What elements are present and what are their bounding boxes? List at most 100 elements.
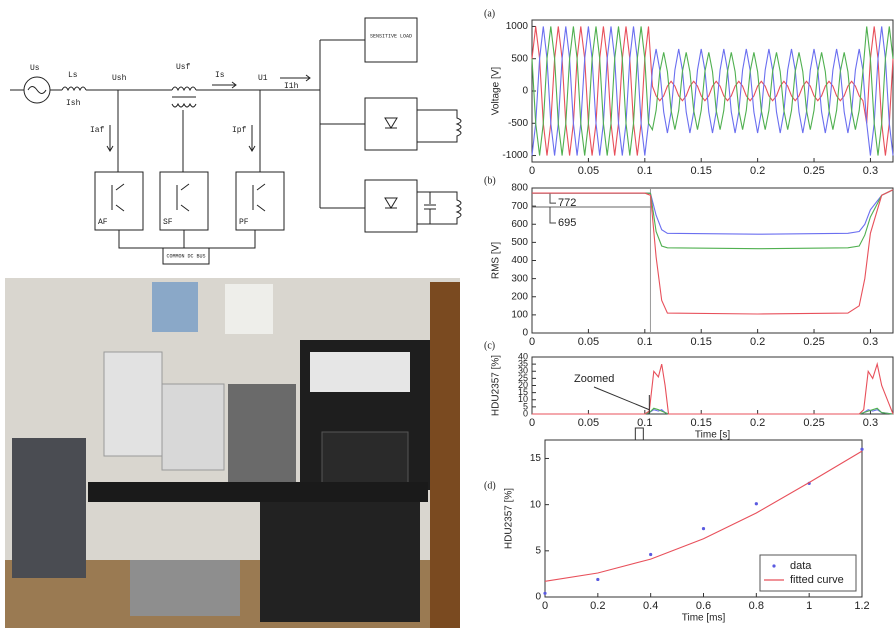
data-point (596, 578, 599, 581)
x-tick-label: 0 (529, 336, 535, 348)
rectifier-box (365, 98, 417, 150)
arrow (280, 75, 310, 81)
x-tick-label: 0.05 (578, 336, 599, 348)
x-tick-label: 0.2 (750, 165, 765, 177)
x-tick-label: 0.2 (590, 600, 605, 612)
data-point (649, 553, 652, 556)
x-tick-label: 1 (806, 600, 812, 612)
y-tick-label: -500 (508, 118, 528, 129)
x-tick-label: 0.25 (803, 336, 824, 348)
y-tick-label: 800 (511, 183, 528, 194)
diode (385, 198, 397, 208)
x-axis-label: Time [ms] (682, 613, 726, 624)
monitor (322, 432, 408, 488)
x-tick-label: 0.05 (578, 417, 599, 429)
x-tick-label: 0.25 (803, 165, 824, 177)
x-tick-label: 0.15 (691, 165, 712, 177)
y-tick-label: 600 (511, 219, 528, 230)
legend-swatch (772, 564, 775, 567)
reference-label: 695 (558, 217, 576, 229)
arrow (212, 82, 236, 88)
y-tick-label: 200 (511, 291, 528, 302)
x-tick-label: 0.6 (696, 600, 711, 612)
y-axis-label: RMS [V] (491, 242, 502, 279)
label: Ush (112, 74, 127, 83)
x-tick-label: 0.1 (637, 165, 652, 177)
label: SENSITIVE LOAD (370, 33, 412, 39)
y-tick-label: 40 (518, 351, 528, 361)
y-tick-label: -1000 (502, 150, 528, 161)
y-tick-label: 0 (522, 86, 528, 97)
plot-frame (532, 357, 893, 414)
x-tick-label: 0 (529, 165, 535, 177)
desk-body (260, 502, 420, 622)
dc-bus-wires (119, 230, 255, 248)
binders (310, 352, 410, 392)
label: Ish (66, 99, 81, 108)
legend-label: fitted curve (790, 574, 844, 586)
label: Ipf (232, 126, 247, 135)
label: Iaf (90, 126, 105, 135)
capacitive-load (417, 192, 461, 224)
y-tick-label: 500 (511, 237, 528, 248)
diode (385, 118, 397, 128)
label: U1 (258, 74, 268, 83)
x-tick-label: 0.1 (637, 336, 652, 348)
panel-label: (b) (484, 175, 496, 186)
data-point (755, 502, 758, 505)
x-tick-label: 0.05 (578, 165, 599, 177)
figure: Us Ls Ish Ush Usf Is U1 I1h Iaf Ipf AF S… (0, 0, 895, 628)
label: PF (239, 218, 249, 227)
label: I1h (284, 82, 299, 91)
rectifier-box (365, 180, 417, 232)
transformer-primary (172, 87, 196, 90)
cabinet (12, 438, 86, 578)
x-tick-label: 0.3 (863, 165, 878, 177)
y-tick-label: 15 (530, 453, 542, 464)
lab-photo (5, 278, 460, 628)
panel (104, 352, 162, 456)
y-tick-label: 0 (522, 328, 528, 339)
data-point (860, 448, 863, 451)
y-tick-label: 10 (530, 499, 542, 510)
panel-label: (c) (484, 340, 495, 351)
x-tick-label: 0.3 (863, 336, 878, 348)
x-tick-label: 0 (529, 417, 535, 429)
motor-bench (130, 560, 240, 616)
x-tick-label: 0.25 (803, 417, 824, 429)
sensitive-load-box (365, 18, 417, 62)
panel-label: (d) (484, 480, 496, 491)
x-tick-label: 0.2 (750, 336, 765, 348)
label: SF (163, 218, 173, 227)
rack (228, 384, 296, 494)
x-axis-label: Time [s] (695, 430, 730, 441)
door (430, 282, 460, 628)
transformer-secondary (172, 104, 196, 107)
source-symbol (28, 87, 46, 94)
panel-label: (a) (484, 8, 495, 19)
x-tick-label: 0.3 (863, 417, 878, 429)
annotation: Zoomed (574, 373, 614, 385)
y-tick-label: 5 (535, 545, 541, 556)
plot-frame (532, 188, 893, 333)
desk (88, 482, 428, 502)
chart-panel: (c)051015202530354000.050.10.150.20.250.… (484, 340, 893, 448)
y-tick-label: 400 (511, 255, 528, 266)
y-axis-label: HDU2357 [%] (504, 488, 515, 549)
x-tick-label: 0.15 (691, 417, 712, 429)
x-tick-label: 0.1 (637, 417, 652, 429)
x-tick-label: 0.8 (749, 600, 764, 612)
data-point (543, 592, 546, 595)
y-axis-label: HDU2357 [%] (491, 355, 502, 416)
inductor (62, 87, 86, 90)
y-tick-label: 0 (535, 592, 541, 603)
igbt-symbols (112, 184, 265, 211)
y-tick-label: 300 (511, 273, 528, 284)
circuit-diagram: Us Ls Ish Ush Usf Is U1 I1h Iaf Ipf AF S… (10, 18, 461, 264)
label: Usf (176, 63, 191, 72)
x-tick-label: 0.4 (643, 600, 658, 612)
chart-panel: (b)010020030040050060070080000.050.10.15… (484, 175, 893, 348)
